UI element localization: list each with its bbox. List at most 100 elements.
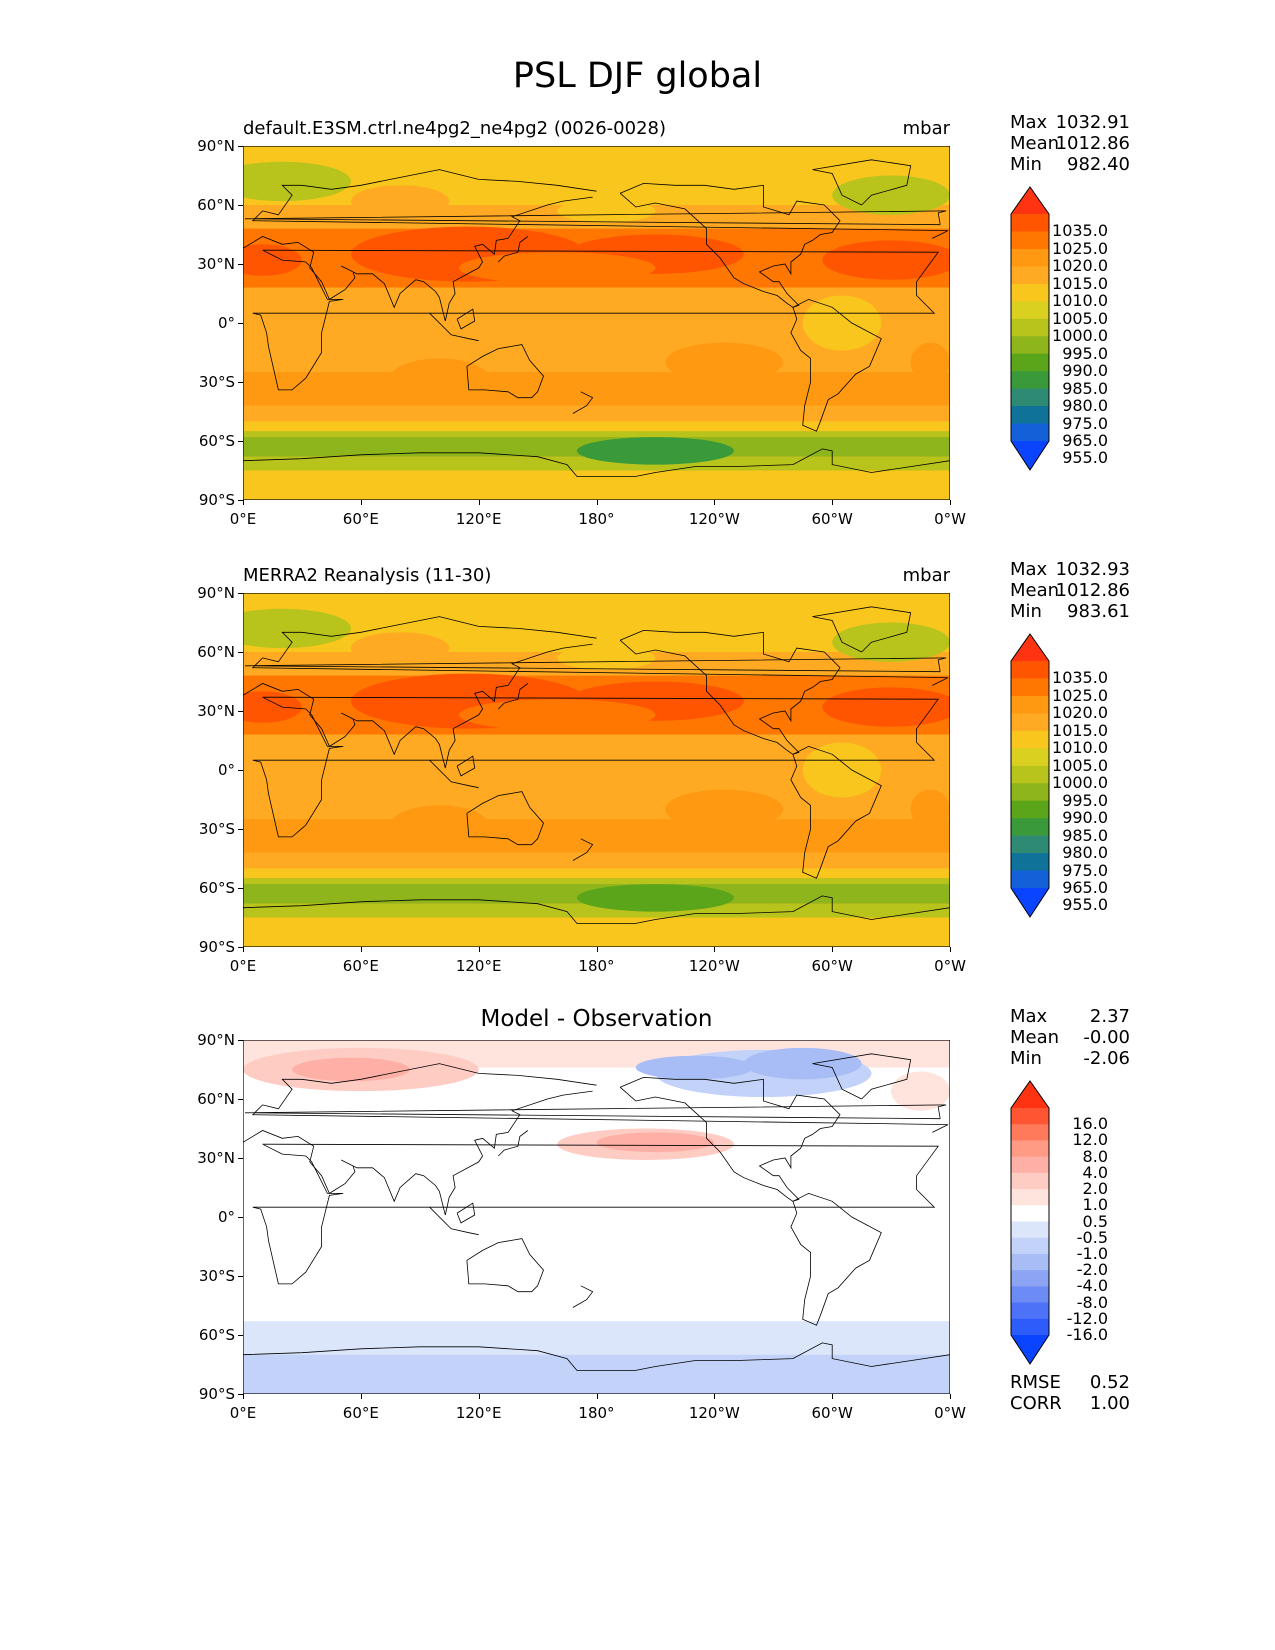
colorbar-swatch (1011, 1124, 1049, 1141)
colorbar-swatch (1011, 231, 1049, 250)
coastline (251, 1063, 949, 1133)
contour-region (891, 1071, 950, 1111)
lon-tick-label: 120°W (688, 957, 740, 975)
colorbar-label: 975.0 (1062, 860, 1108, 880)
stat-label: Min (1010, 1048, 1042, 1069)
lon-tick-mark (596, 947, 598, 952)
corr-label: CORR (1010, 1393, 1062, 1414)
lon-tick-mark (243, 1394, 244, 1399)
lat-tick-label: 0° (217, 1208, 235, 1226)
lon-tick-mark (832, 947, 834, 952)
colorbar-swatch (1011, 353, 1049, 372)
colorbar (1010, 186, 1050, 471)
stat-value: 1032.91 (1055, 112, 1130, 133)
stat-label: Mean (1010, 133, 1060, 154)
lon-tick-label: 0°W (934, 510, 966, 528)
lat-tick-label: 30°N (197, 1149, 235, 1167)
contour-band (243, 852, 950, 869)
lat-tick-mark (238, 441, 243, 442)
lat-tick-label: 60°N (197, 1090, 235, 1108)
lon-tick-label: 120°E (455, 957, 502, 975)
lon-tick-label: 120°E (455, 1404, 502, 1422)
coastline (243, 895, 950, 924)
lon-tick-label: 180° (578, 1404, 615, 1422)
coastline (790, 745, 882, 879)
colorbar-swatch (1011, 713, 1049, 732)
lon-tick-mark (243, 500, 244, 505)
contour-region (802, 295, 882, 351)
lon-tick-label: 60°E (342, 957, 379, 975)
coastline (456, 308, 476, 330)
coastline (790, 298, 882, 432)
coastline (812, 606, 912, 653)
colorbar-swatch (1011, 336, 1049, 355)
colorbar-extend-min (1011, 1335, 1049, 1364)
lat-tick-mark (238, 947, 243, 948)
colorbar-label: -4.0 (1076, 1276, 1108, 1296)
contour-region (243, 244, 302, 276)
stat-value: 1012.86 (1055, 133, 1130, 154)
lon-tick-mark (596, 1394, 598, 1399)
coastline (252, 249, 939, 391)
lat-tick-mark (238, 888, 243, 889)
stat-label: Mean (1010, 1027, 1060, 1048)
lat-tick-label: 30°N (197, 255, 235, 273)
colorbar-swatch (1011, 1270, 1049, 1287)
colorbar-swatch (1011, 388, 1049, 407)
lat-tick-mark (238, 1040, 243, 1041)
colorbar-label: 2.0 (1082, 1179, 1108, 1199)
lon-tick-mark (596, 500, 598, 505)
lat-tick-label: 90°N (197, 1031, 235, 1049)
colorbar-swatch (1011, 1286, 1049, 1304)
contour-region (459, 252, 656, 284)
corr-value: 1.00 (1089, 1393, 1130, 1414)
colorbar-label: 1035.0 (1052, 221, 1108, 241)
colorbar-swatch (1011, 695, 1049, 714)
lon-tick-mark (832, 500, 834, 505)
panel-title: MERRA2 Reanalysis (11-30) (243, 565, 492, 586)
lon-tick-label: 0°W (934, 957, 966, 975)
stat-value: 1032.93 (1055, 559, 1130, 580)
colorbar-swatch (1011, 1221, 1049, 1239)
units-label: mbar (902, 565, 950, 586)
coastline (619, 1076, 841, 1202)
lat-tick-label: 0° (217, 761, 235, 779)
lat-tick-mark (238, 652, 243, 653)
contour-region (822, 240, 950, 280)
lon-tick-label: 0°E (229, 957, 257, 975)
colorbar-swatch (1011, 783, 1049, 802)
contour-region (665, 342, 784, 382)
contour-region (576, 437, 734, 465)
colorbar-label: 975.0 (1062, 413, 1108, 433)
colorbar-label: 1.0 (1082, 1195, 1108, 1215)
stat-label: Max (1010, 559, 1048, 580)
colorbar-label: 8.0 (1082, 1146, 1108, 1166)
colorbar-label: 16.0 (1072, 1114, 1108, 1134)
lat-tick-label: 60°N (197, 643, 235, 661)
lat-tick-label: 30°S (198, 820, 235, 838)
colorbar-extend-min (1011, 888, 1049, 917)
colorbar-outline (1010, 633, 1050, 918)
lat-tick-mark (238, 1276, 243, 1277)
lon-tick-label: 60°W (811, 957, 853, 975)
units-label: mbar (902, 118, 950, 139)
lat-tick-mark (238, 593, 243, 594)
coastline (812, 159, 912, 206)
contour-band (243, 903, 950, 918)
colorbar-swatch (1011, 1172, 1049, 1190)
stat-value: 983.61 (1067, 601, 1130, 622)
rmse-value: 0.52 (1089, 1372, 1130, 1393)
lat-tick-label: 60°N (197, 196, 235, 214)
lat-tick-mark (238, 323, 243, 324)
colorbar-swatch (1011, 1253, 1049, 1271)
stat-label: Mean (1010, 580, 1060, 601)
lat-tick-label: 0° (217, 314, 235, 332)
coastline (243, 448, 950, 477)
lat-tick-label: 60°S (198, 432, 235, 450)
colorbar-label: 1010.0 (1052, 291, 1108, 311)
colorbar-swatch (1011, 1237, 1049, 1255)
lon-tick-mark (360, 500, 362, 505)
colorbar-label: 990.0 (1062, 808, 1108, 828)
stat-value: 2.37 (1089, 1006, 1130, 1027)
colorbar-swatch (1011, 214, 1049, 232)
